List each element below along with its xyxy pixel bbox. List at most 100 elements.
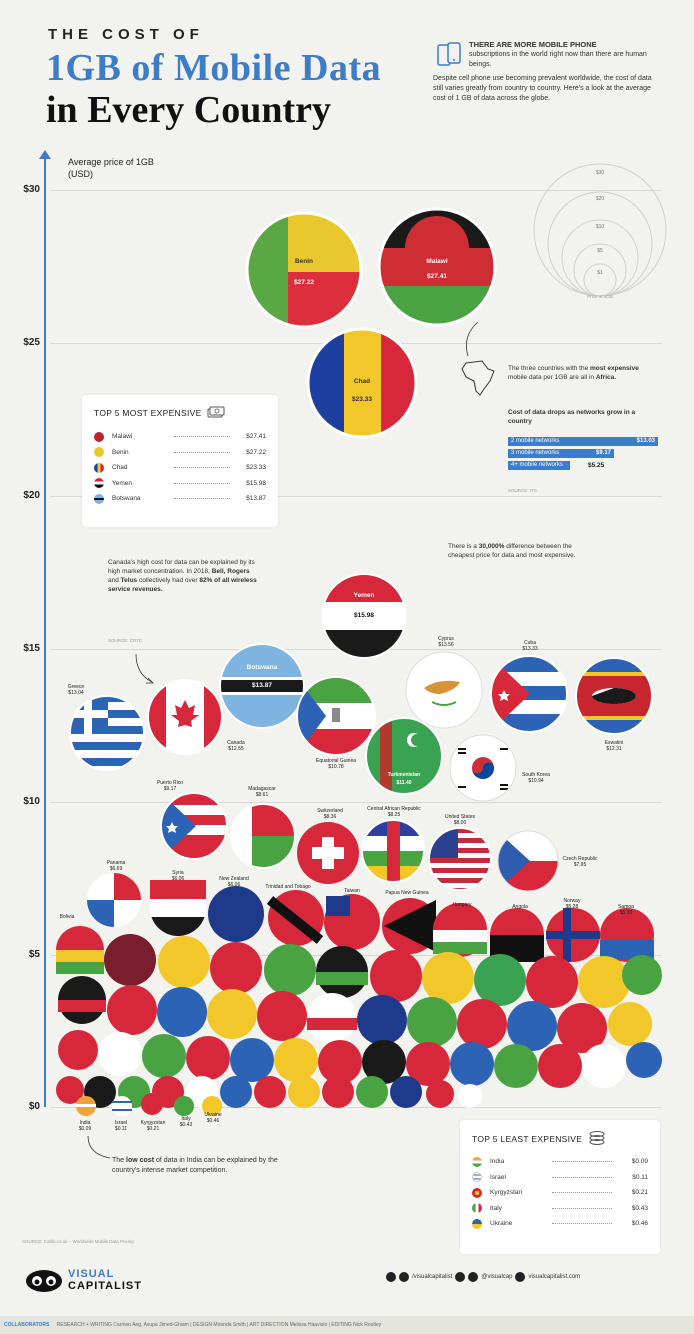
country-label-name: Samoa bbox=[618, 904, 634, 910]
country-label-name: Switzerland bbox=[317, 808, 343, 814]
row-name: Italy bbox=[490, 1204, 502, 1212]
youtube-icon[interactable] bbox=[399, 1272, 409, 1282]
country-label: United States $8.00 bbox=[438, 814, 482, 826]
intro-text: THERE ARE MORE MOBILE PHONE subscription… bbox=[433, 40, 658, 104]
bubble-label-name: Botswana bbox=[246, 664, 278, 671]
canada-note: Canada's high cost for data can be expla… bbox=[108, 558, 258, 594]
bubble-label: $15.98 bbox=[334, 612, 394, 619]
country-label-price: $13.04 bbox=[68, 690, 84, 696]
bubble-label: $27.22 bbox=[274, 279, 334, 286]
country-label-name: Panama bbox=[106, 860, 126, 866]
country-label-price: $13.56 bbox=[438, 642, 454, 648]
country-label-price: $5.10 bbox=[619, 910, 633, 916]
country-label-price: $5.28 bbox=[565, 904, 579, 910]
row-value: $0.11 bbox=[632, 1173, 648, 1181]
website-link[interactable]: visualcapitalist.com bbox=[528, 1274, 581, 1280]
top5-row: Malawi $27.41 bbox=[94, 429, 266, 445]
bubble-czech-republic bbox=[498, 831, 558, 891]
title-line1: 1GB of Mobile Data bbox=[46, 47, 382, 89]
canada-source: SOURCE: CRTC bbox=[108, 638, 143, 643]
legend-size-label: $30 bbox=[596, 170, 605, 176]
row-name: Ukraine bbox=[490, 1220, 513, 1228]
country-label-name: Eswatini bbox=[604, 740, 624, 746]
bubble-botswana bbox=[220, 644, 304, 728]
country-label-name: Kyrgyzstan bbox=[140, 1120, 166, 1126]
country-label: Syria $6.06 bbox=[158, 870, 198, 882]
country-label: Bolivia bbox=[52, 914, 82, 920]
phones-icon bbox=[437, 42, 461, 66]
gridline bbox=[50, 190, 662, 191]
country-label-name: Taiwan bbox=[344, 888, 360, 894]
top5-row: Botswana $13.87 bbox=[94, 491, 266, 507]
low-price-cluster bbox=[56, 873, 662, 1116]
country-label: Ukraine $0.46 bbox=[198, 1112, 228, 1124]
bubble-canada bbox=[148, 680, 222, 754]
logo-text: VISUAL CAPITALIST bbox=[68, 1268, 142, 1292]
logo-line2: CAPITALIST bbox=[68, 1280, 142, 1292]
social-handle-2[interactable]: @visualcap bbox=[481, 1274, 513, 1280]
country-label-name: Israel bbox=[114, 1120, 128, 1126]
india-post: of data in India can be explained by the… bbox=[112, 1157, 278, 1174]
country-label-name: Syria bbox=[172, 870, 184, 876]
row-value: $27.22 bbox=[246, 448, 266, 456]
country-label: Papua New Guinea bbox=[382, 890, 432, 896]
country-label: Kyrgyzstan $0.21 bbox=[136, 1120, 170, 1132]
legend-size-label: $20 bbox=[596, 196, 605, 202]
bubble-label: Turkmenistan bbox=[374, 772, 434, 778]
web-icon[interactable] bbox=[515, 1272, 526, 1282]
country-label: New Zealand $6.06 bbox=[212, 876, 256, 888]
twitter-icon[interactable] bbox=[455, 1272, 466, 1282]
country-label: Samoa $5.10 bbox=[606, 904, 646, 916]
source-line: SOURCE: Cable.co.uk – Worldwide Mobile D… bbox=[22, 1239, 134, 1244]
row-name: Benin bbox=[112, 448, 129, 456]
country-label-name: Central African Republic bbox=[367, 806, 421, 812]
flag-chad-icon bbox=[94, 462, 104, 473]
flag-malawi-icon bbox=[94, 431, 104, 442]
facebook-icon[interactable] bbox=[386, 1272, 396, 1282]
bar-label: 3 mobile networks bbox=[511, 449, 560, 456]
country-label-name: Papua New Guinea bbox=[385, 890, 429, 896]
intro-headline: THERE ARE MORE MOBILE PHONE bbox=[469, 40, 597, 49]
pointer-line bbox=[87, 1135, 111, 1159]
bubble-label-price: $11.40 bbox=[396, 780, 412, 786]
country-label: Cyprus $13.56 bbox=[426, 636, 466, 648]
country-label-price: $0.21 bbox=[146, 1126, 160, 1132]
bubble-label-name: Yemen bbox=[353, 592, 375, 599]
flag-yemen-icon bbox=[94, 478, 104, 489]
y-axis-label: Average price of 1GB (USD) bbox=[68, 157, 154, 179]
country-label-name: Norway bbox=[563, 898, 581, 904]
social-handle-1[interactable]: /visualcapitalist bbox=[412, 1274, 453, 1280]
bubble-label: Malawi bbox=[407, 258, 467, 265]
country-label: Taiwan bbox=[334, 888, 370, 894]
country-label-name: Greece bbox=[67, 684, 85, 690]
coins-icon bbox=[589, 1131, 605, 1145]
country-label: Madagascar $8.61 bbox=[240, 786, 284, 798]
pointer-line bbox=[135, 653, 154, 684]
flag-italy-icon bbox=[472, 1203, 482, 1214]
country-label-name: Angola bbox=[512, 904, 528, 910]
country-label-name: Italy bbox=[181, 1116, 191, 1122]
africa-source: SOURCE: ITC bbox=[508, 488, 538, 493]
top5-row: Ukraine $0.46 bbox=[472, 1216, 648, 1232]
legend-caption: Price of 1GB bbox=[587, 294, 613, 299]
network-bar: 4+ mobile networks bbox=[508, 460, 570, 470]
country-label-price: $8.00 bbox=[453, 820, 467, 826]
instagram-icon[interactable] bbox=[468, 1272, 479, 1282]
africa-note-line1: The three countries with the bbox=[508, 365, 589, 372]
canada-bold1: Bell, Rogers bbox=[211, 568, 250, 575]
y-tick: $15 bbox=[23, 643, 40, 654]
row-name: Botswana bbox=[112, 495, 141, 503]
country-label-name: Bolivia bbox=[59, 914, 75, 920]
bubble-label-price: $27.22 bbox=[294, 279, 314, 286]
bubble-benin bbox=[247, 213, 361, 327]
country-label-name: Equatorial Guinea bbox=[315, 758, 357, 764]
y-tick: $0 bbox=[28, 1101, 40, 1112]
row-value: $0.21 bbox=[631, 1189, 648, 1197]
bubble-label: Chad bbox=[332, 378, 392, 385]
y-tick: $20 bbox=[23, 490, 40, 501]
collaborators-bar: COLLABORATORS RESEARCH + WRITING Carmen … bbox=[0, 1316, 694, 1334]
bubble-label: $27.41 bbox=[407, 273, 467, 280]
top5-row: Benin $27.22 bbox=[94, 445, 266, 461]
y-axis-line bbox=[44, 155, 46, 1107]
